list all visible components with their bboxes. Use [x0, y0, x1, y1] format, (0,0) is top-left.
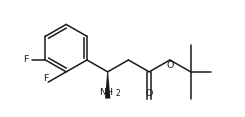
- Text: F: F: [23, 55, 28, 64]
- Text: O: O: [166, 61, 174, 70]
- Text: NH: NH: [99, 88, 113, 97]
- Polygon shape: [105, 72, 110, 99]
- Text: O: O: [146, 89, 153, 98]
- Text: F: F: [43, 74, 48, 83]
- Text: 2: 2: [115, 89, 120, 98]
